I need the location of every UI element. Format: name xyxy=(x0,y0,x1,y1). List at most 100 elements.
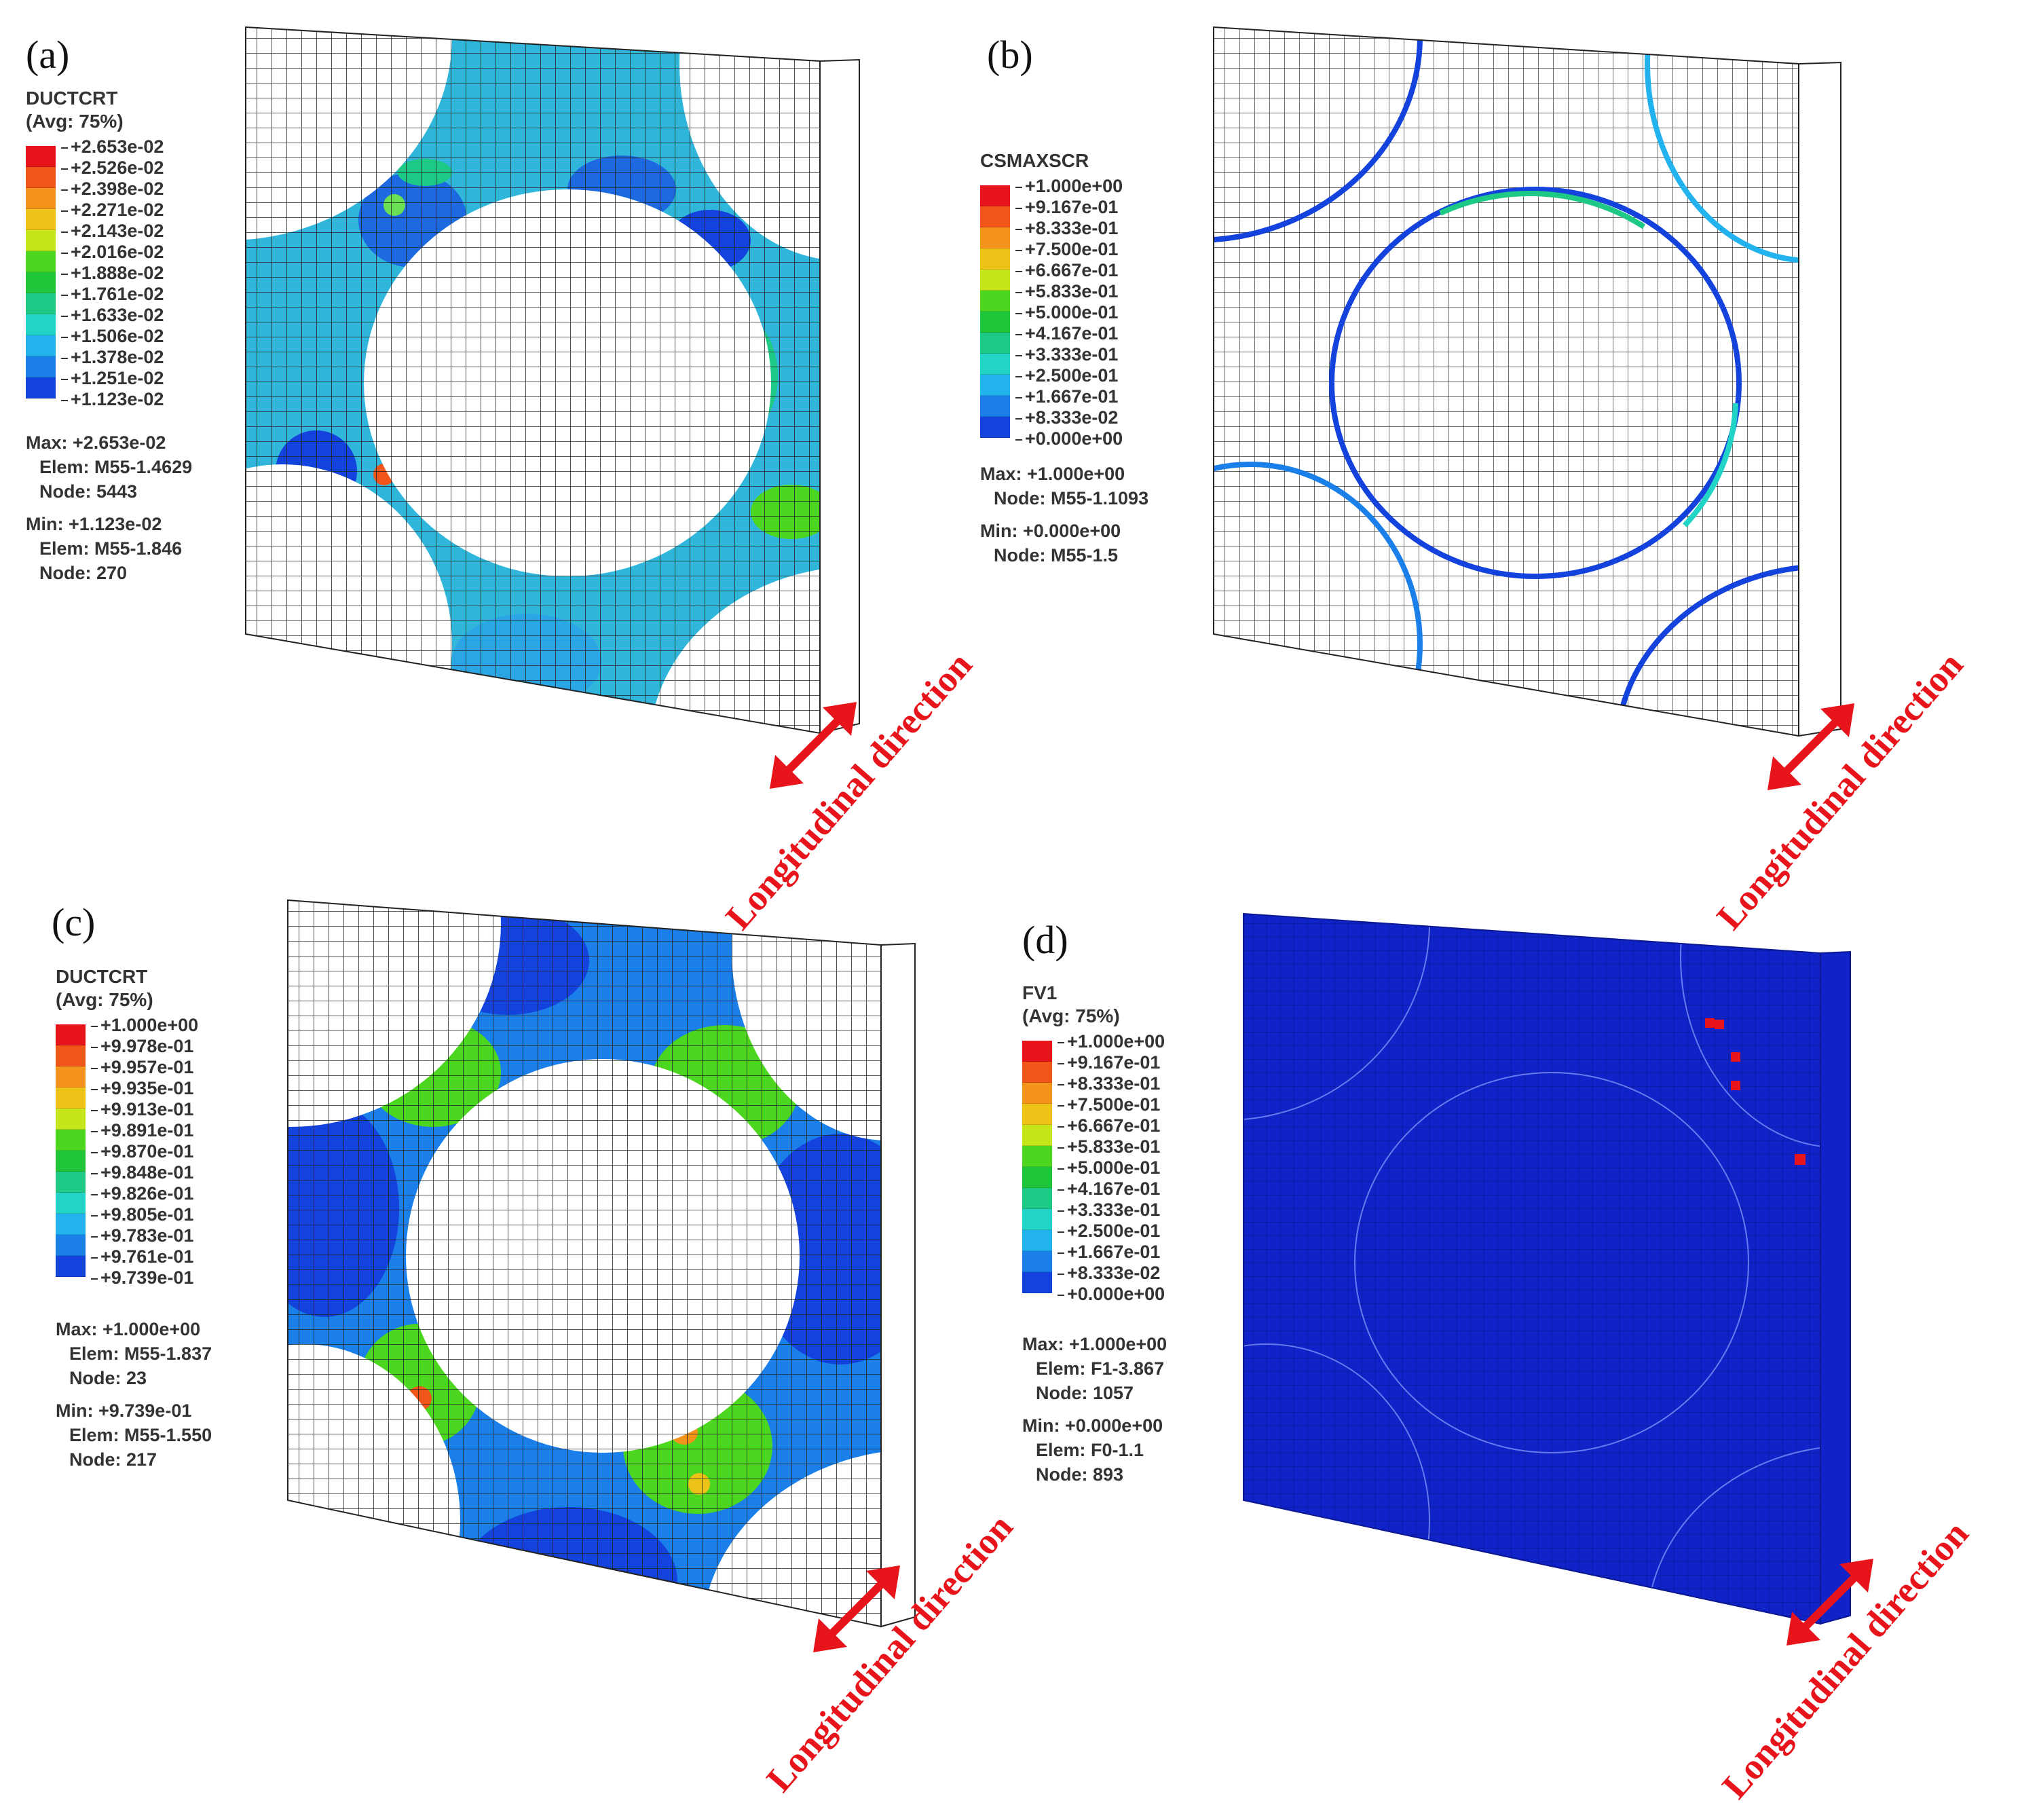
legend-level: +1.888e-02 xyxy=(61,264,164,286)
legend-level: +9.739e-01 xyxy=(91,1269,198,1290)
max-value: Max: +1.000e+00 xyxy=(1022,1334,1167,1354)
legend-level: +9.783e-01 xyxy=(91,1227,198,1248)
min-element: Elem: M55-1.846 xyxy=(39,538,183,559)
fe-model xyxy=(245,26,860,735)
legend-level: +4.167e-01 xyxy=(1015,324,1123,346)
legend-level: +1.000e+00 xyxy=(91,1016,198,1038)
direction-arrow xyxy=(1767,703,1854,790)
legend-labels: +1.000e+00 +9.167e-01 +8.333e-01 +7.500e-01… xyxy=(1058,1033,1165,1307)
color-swatch xyxy=(56,1130,86,1151)
min-node: Node: 270 xyxy=(39,563,128,583)
min-node: Node: M55-1.5 xyxy=(994,545,1119,565)
legend-variable: DUCTCRT xyxy=(26,88,118,109)
legend-level: +2.016e-02 xyxy=(61,243,164,265)
panel-letter: (c) xyxy=(52,900,96,944)
extrema-info: Max: +1.000e+00 Elem: F1-3.867 Node: 105… xyxy=(1022,1332,1167,1487)
min-element: Elem: F0-1.1 xyxy=(1036,1440,1144,1460)
direction-arrow xyxy=(1787,1559,1873,1646)
legend-level: +8.333e-01 xyxy=(1015,219,1123,241)
legend-level: +9.913e-01 xyxy=(91,1100,198,1122)
color-swatch xyxy=(26,209,56,230)
color-swatch xyxy=(1022,1062,1052,1083)
legend-level: +4.167e-01 xyxy=(1058,1180,1165,1202)
color-swatch xyxy=(1022,1083,1052,1104)
color-swatch xyxy=(26,314,56,335)
fe-model xyxy=(1213,26,1841,737)
legend-variable: CSMAXSCR xyxy=(980,150,1089,171)
legend-level: +9.848e-01 xyxy=(91,1164,198,1185)
max-element: Elem: F1-3.867 xyxy=(1036,1358,1165,1379)
legend: FV1 (Avg: 75%) +1.000e+00 +9.167e-01 +8.33… xyxy=(1022,982,1165,1303)
legend-level: +3.333e-01 xyxy=(1058,1201,1165,1223)
max-element: Elem: M55-1.4629 xyxy=(39,457,193,477)
legend-average: (Avg: 75%) xyxy=(56,989,153,1010)
color-swatch xyxy=(56,1214,86,1235)
legend-level: +1.667e-01 xyxy=(1058,1243,1165,1265)
legend-level: +2.271e-02 xyxy=(61,201,164,223)
legend-level: +8.333e-02 xyxy=(1015,409,1123,430)
legend-labels: +1.000e+00 +9.167e-01 +8.333e-01 +7.500e-01… xyxy=(1015,177,1123,451)
legend-level: +9.167e-01 xyxy=(1058,1054,1165,1075)
color-swatch xyxy=(26,335,56,356)
min-value: Min: +1.123e-02 xyxy=(26,514,162,534)
legend-level: +3.333e-01 xyxy=(1015,346,1123,367)
legend-labels: +1.000e+00 +9.978e-01 +9.957e-01 +9.935e-01… xyxy=(91,1016,198,1290)
legend-level: +0.000e+00 xyxy=(1015,430,1123,451)
legend-level: +7.500e-01 xyxy=(1058,1096,1165,1117)
legend-level: +1.761e-02 xyxy=(61,285,164,307)
legend-level: +1.378e-02 xyxy=(61,348,164,370)
min-value: Min: +0.000e+00 xyxy=(1022,1415,1163,1436)
direction-arrow xyxy=(813,1565,900,1652)
color-swatch xyxy=(26,146,56,167)
extrema-info: Max: +2.653e-02 Elem: M55-1.4629 Node: 5… xyxy=(26,430,192,585)
legend-level: +9.761e-01 xyxy=(91,1248,198,1269)
legend-variable: DUCTCRT xyxy=(56,966,148,987)
color-swatch xyxy=(980,185,1010,206)
legend-level: +0.000e+00 xyxy=(1058,1285,1165,1307)
legend-variable: FV1 xyxy=(1022,982,1058,1003)
min-node: Node: 893 xyxy=(1036,1464,1124,1485)
legend-level: +7.500e-01 xyxy=(1015,240,1123,262)
legend-level: +9.891e-01 xyxy=(91,1121,198,1143)
max-value: Max: +2.653e-02 xyxy=(26,432,166,453)
color-swatch xyxy=(26,167,56,188)
color-swatch xyxy=(980,291,1010,312)
legend: DUCTCRT (Avg: 75%) +2.653e-02 +2.526e-02 +… xyxy=(26,87,164,409)
legend-level: +9.978e-01 xyxy=(91,1037,198,1059)
max-node: Node: 23 xyxy=(69,1368,147,1388)
color-swatch xyxy=(56,1193,86,1214)
legend: DUCTCRT (Avg: 75%) +1.000e+00 +9.978e-01 +… xyxy=(56,965,198,1287)
color-swatch xyxy=(980,354,1010,375)
color-swatch xyxy=(1022,1125,1052,1146)
legend-level: +2.500e-01 xyxy=(1015,367,1123,388)
color-swatch xyxy=(56,1151,86,1172)
legend-level: +1.000e+00 xyxy=(1015,177,1123,199)
legend-level: +1.000e+00 xyxy=(1058,1033,1165,1054)
color-swatch xyxy=(1022,1146,1052,1167)
color-swatch xyxy=(1022,1209,1052,1230)
max-value: Max: +1.000e+00 xyxy=(56,1319,201,1339)
color-swatch xyxy=(980,270,1010,291)
legend-level: +8.333e-02 xyxy=(1058,1264,1165,1286)
legend-labels: +2.653e-02 +2.526e-02 +2.398e-02 +2.271e-02… xyxy=(61,138,164,412)
direction-arrow xyxy=(770,702,857,789)
color-swatch xyxy=(980,417,1010,438)
color-swatch xyxy=(980,375,1010,396)
color-bar xyxy=(26,146,56,398)
color-swatch xyxy=(56,1235,86,1256)
color-swatch xyxy=(1022,1230,1052,1251)
color-swatch xyxy=(26,377,56,398)
extrema-info: Max: +1.000e+00 Node: M55-1.1093 Min: +0… xyxy=(980,462,1148,568)
legend-level: +5.000e-01 xyxy=(1015,303,1123,325)
max-node: Node: 5443 xyxy=(39,481,138,502)
color-swatch xyxy=(1022,1188,1052,1209)
min-value: Min: +0.000e+00 xyxy=(980,521,1121,541)
legend-level: +9.805e-01 xyxy=(91,1206,198,1227)
color-swatch xyxy=(56,1256,86,1277)
color-swatch xyxy=(1022,1251,1052,1272)
legend-average: (Avg: 75%) xyxy=(1022,1005,1120,1026)
legend-average: (Avg: 75%) xyxy=(26,111,124,132)
legend-level: +2.653e-02 xyxy=(61,138,164,160)
color-swatch xyxy=(26,293,56,314)
panel-letter: (d) xyxy=(1022,918,1068,962)
